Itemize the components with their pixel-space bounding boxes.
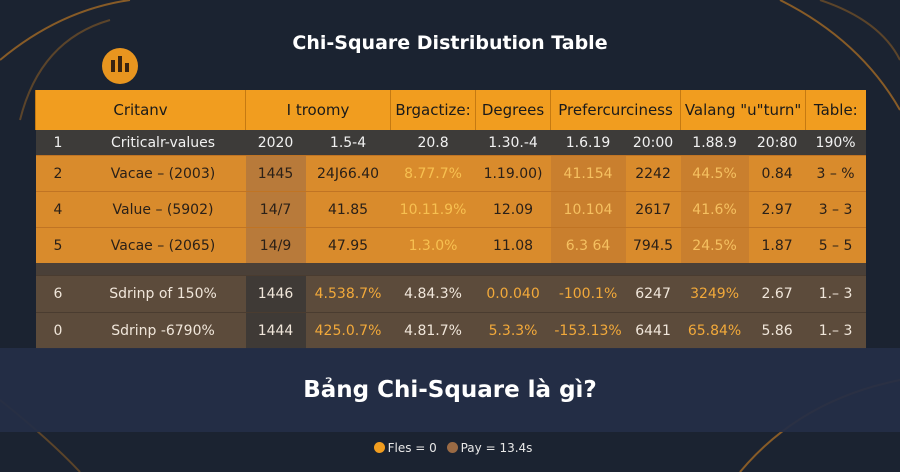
table-cell: 0.84 (748, 155, 806, 192)
legend-dot (446, 442, 458, 453)
table-cell: 2242 (625, 155, 681, 192)
column-header: Prefercurciness (550, 90, 681, 130)
table-cell: 41.6% (680, 191, 749, 228)
table-cell: 14/7 (245, 191, 306, 228)
table-cell: 3 – 3 (805, 191, 866, 228)
table-row: 0 Sdrinp -6790% 1444 425.0.7% 4.81.7% 5.3.3% -… (35, 312, 866, 349)
table-row: 5 Vacae – (2065) 14/9 47.95 1.3.0% 11.08 6.3 6… (35, 227, 866, 263)
table-cell: 1.– 3 (805, 275, 866, 313)
table-cell: 1.19.00) (475, 155, 551, 192)
table-cell: 3249% (680, 275, 749, 313)
table-cell: 2617 (625, 191, 681, 228)
table-cell: 5.86 (748, 312, 806, 349)
column-header: I troomy (245, 90, 391, 130)
table-cell: 6.3 64 (550, 227, 626, 263)
table-cell: 4 (35, 191, 81, 228)
legend-dot (373, 442, 385, 453)
title: Chi-Square Distribution Table (292, 32, 608, 54)
table-row: 2 Vacae – (2003) 1445 24J66.40 8.77.7% 1.19.0… (35, 155, 866, 192)
table-cell: 20:00 (625, 130, 681, 156)
table-cell: 5.3.3% (475, 312, 551, 349)
table-cell: Vacae – (2065) (80, 227, 246, 263)
table-row: 4 Value – (5902) 14/7 41.85 10.11.9% 12.09 10.… (35, 191, 866, 228)
table-cell: -100.1% (550, 275, 626, 313)
table-cell: 6247 (625, 275, 681, 313)
column-header: Valang "u"turn" (680, 90, 806, 130)
table-cell: 2.97 (748, 191, 806, 228)
legend-label: Pay = 13.4s (460, 441, 533, 455)
table-cell: 4.538.7% (305, 275, 391, 313)
table-cell: 2.67 (748, 275, 806, 313)
table-cell: 1.– 3 (805, 312, 866, 349)
table-cell: 0 (35, 312, 81, 349)
table-cell: 47.95 (305, 227, 391, 263)
table-cell: Vacae – (2003) (80, 155, 246, 192)
table-cell: 1.3.0% (390, 227, 476, 263)
table-cell: Sdrinp of 150% (80, 275, 246, 313)
table-cell: 1.87 (748, 227, 806, 263)
table-cell: 44.5% (680, 155, 749, 192)
table-cell: 1444 (245, 312, 306, 349)
table-cell: 65.84% (680, 312, 749, 349)
table-cell: 190% (805, 130, 866, 156)
table-cell: 4.81.7% (390, 312, 476, 349)
table-cell: 5 – 5 (805, 227, 866, 263)
table-cell: 10.104 (550, 191, 626, 228)
table-cell: 1446 (245, 275, 306, 313)
table-row: 6 Sdrinp of 150% 1446 4.538.7% 4.84.3% 0.0.04… (35, 275, 866, 313)
table-cell: 1.88.9 (680, 130, 749, 156)
table-cell: 3 – % (805, 155, 866, 192)
table-cell: 24J66.40 (305, 155, 391, 192)
header-row: Critanv I troomy Brgactize: Degrees Prefercu… (34, 90, 866, 130)
table-cell: 794.5 (625, 227, 681, 263)
table-cell: 425.0.7% (305, 312, 391, 349)
table-cell: 4.84.3% (390, 275, 476, 313)
table-cell: -153.13% (550, 312, 626, 349)
table-cell: 1.5-4 (305, 130, 391, 156)
gap-cell (35, 263, 866, 276)
table-cell: 10.11.9% (390, 191, 476, 228)
table-cell: 6441 (625, 312, 681, 349)
table-cell: 2 (35, 155, 81, 192)
table-cell: 6 (35, 275, 81, 313)
column-header: Degrees (475, 90, 551, 130)
table-cell: 2020 (245, 130, 306, 156)
table-cell: Sdrinp -6790% (80, 312, 246, 349)
legend-label: Fles = 0 (387, 441, 437, 455)
table-cell: 0.0.040 (475, 275, 551, 313)
table-cell: 11.08 (475, 227, 551, 263)
table-row: 1 Criticalr-values 2020 1.5-4 20.8 1.30.-4 1.6… (35, 130, 866, 156)
column-header: Table: (805, 90, 866, 130)
table-cell: 5 (35, 227, 81, 263)
table: Critanv I troomy Brgactize: Degrees Prefercu… (34, 90, 866, 349)
legend: Fles = 0 Pay = 13.4s (0, 441, 900, 455)
table-cell: 24.5% (680, 227, 749, 263)
table-cell: 8.77.7% (390, 155, 476, 192)
table-cell: 1445 (245, 155, 306, 192)
table-cell: 41.154 (550, 155, 626, 192)
row-gap (35, 263, 866, 276)
column-header: Brgactize: (390, 90, 476, 130)
table-cell: 1.6.19 (550, 130, 626, 156)
table-cell: 41.85 (305, 191, 391, 228)
table-cell: Criticalr-values (80, 130, 246, 156)
banner: Bảng Chi-Square là gì? (0, 348, 900, 432)
table-cell: 12.09 (475, 191, 551, 228)
table-cell: 14/9 (245, 227, 306, 263)
table-cell: Value – (5902) (80, 191, 246, 228)
table-cell: 20:80 (748, 130, 806, 156)
column-header: Critanv (34, 90, 246, 130)
table-cell: 1.30.-4 (475, 130, 551, 156)
table-cell: 1 (35, 130, 81, 156)
table-cell: 20.8 (390, 130, 476, 156)
